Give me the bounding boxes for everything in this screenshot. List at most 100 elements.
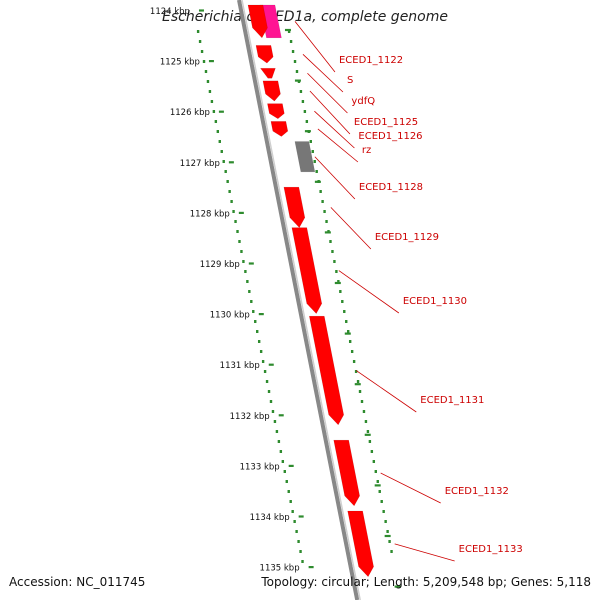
topology-text: Topology: circular; Length: 5,209,548 bp… — [261, 575, 591, 589]
scale-dot — [259, 350, 263, 353]
outer-scale-dot — [358, 390, 362, 393]
gene-label-leader — [314, 110, 355, 149]
gene-arrow[interactable] — [283, 186, 306, 228]
scale-tick-label: 1129 kbp — [200, 260, 240, 270]
outer-scale-dot — [350, 350, 354, 353]
gene-label: rz — [362, 145, 371, 156]
gene-label-leader — [338, 270, 400, 314]
gene-label: ECED1_1128 — [359, 182, 423, 193]
outer-scale-dot — [347, 330, 350, 333]
scale-dot — [210, 100, 214, 103]
scale-dot — [254, 320, 257, 323]
outer-scale-dot — [374, 470, 377, 473]
gene-arrow[interactable] — [333, 439, 360, 507]
scale-tick-label: 1131 kbp — [220, 361, 260, 371]
outer-scale-dot — [384, 520, 387, 523]
gene-arrow[interactable] — [270, 121, 289, 137]
scale-dot — [224, 170, 227, 173]
gene-arrow[interactable] — [262, 80, 281, 102]
gene-label-leader — [307, 72, 348, 114]
outer-scale-dot — [366, 430, 370, 433]
scale-dot — [198, 40, 202, 43]
scale-dot — [244, 270, 247, 273]
scale-dot — [240, 250, 243, 253]
scale-dot — [222, 160, 225, 163]
gene-arrow[interactable] — [267, 103, 285, 120]
scale-dot — [252, 310, 255, 313]
scale-tick-label: 1125 kbp — [160, 58, 200, 68]
scale-dot — [293, 520, 296, 523]
scale-tick-label: 1132 kbp — [230, 412, 270, 422]
outer-scale-dot — [382, 510, 385, 513]
scale-tick-label: 1130 kbp — [210, 311, 250, 321]
outer-scale-dot — [293, 60, 297, 63]
gene-label: S — [347, 75, 353, 86]
scale-dot — [236, 230, 239, 233]
gene-label-leader — [294, 21, 336, 73]
backbone-line — [237, 0, 360, 600]
gene-label: ECED1_1131 — [420, 395, 484, 406]
outer-scale-dot — [311, 150, 314, 153]
scale-tick-label: 1128 kbp — [190, 209, 230, 219]
scale-dot — [234, 220, 237, 223]
gene-label-leader — [317, 128, 359, 163]
gene-label: ECED1_1129 — [375, 232, 439, 243]
outer-scale-dot — [370, 450, 374, 453]
scale-dot — [281, 460, 285, 463]
gene-arrow[interactable] — [347, 510, 374, 578]
outer-scale-dot — [303, 110, 307, 113]
scale-dot — [289, 500, 292, 503]
gene-arrow[interactable] — [255, 45, 274, 64]
gene-arrow[interactable] — [308, 315, 345, 426]
outer-scale-dot — [362, 410, 366, 413]
outer-scale-dot — [354, 370, 358, 373]
outer-scale-dot — [360, 400, 364, 403]
scale-tick-label: 1124 kbp — [150, 7, 190, 17]
gene-label-leader — [356, 370, 417, 413]
gene-label: ECED1_1122 — [339, 55, 403, 66]
outer-scale-dot — [291, 50, 295, 53]
scale-dot — [250, 300, 253, 303]
outer-scale-dot — [305, 120, 309, 123]
scale-dot — [202, 60, 206, 63]
scale-dot — [246, 280, 249, 283]
scale-dot — [206, 80, 210, 83]
scale-dot — [242, 260, 245, 263]
gene-label: ECED1_1132 — [445, 486, 509, 497]
outer-scale-dot — [356, 380, 360, 383]
genome-backbone — [237, 0, 361, 600]
gene-label: ECED1_1130 — [403, 296, 467, 307]
scale-dot — [269, 400, 273, 403]
scale-dot — [232, 210, 235, 213]
scale-track: 1124 kbp 1125 kbp 1126 kbp 1127 kbp 1128 kbp… — [150, 7, 401, 588]
outer-scale-dot — [299, 90, 303, 93]
scale-dot — [248, 290, 251, 293]
gene-arrow[interactable] — [259, 67, 276, 79]
outer-scale-dot — [315, 170, 318, 173]
outer-scale-dot — [341, 300, 344, 303]
gene-arrow[interactable] — [291, 227, 323, 315]
gene-label-leader — [309, 90, 351, 135]
outer-scale-dot — [343, 310, 346, 313]
scale-dot — [291, 510, 294, 513]
gene-label: ECED1_1126 — [358, 131, 422, 142]
gene-label: ECED1_1125 — [354, 117, 418, 128]
scale-dot — [265, 380, 269, 383]
outer-scale-dot — [348, 340, 352, 343]
gene-track[interactable] — [247, 4, 374, 578]
outer-scale-dot — [390, 550, 393, 553]
outer-scale-dot — [368, 440, 372, 443]
scale-dot — [287, 490, 290, 493]
outer-scale-dot — [313, 160, 316, 163]
scale-dot — [295, 530, 298, 533]
outer-scale-dot — [372, 460, 376, 463]
scale-dot — [256, 330, 259, 333]
scale-dot — [226, 180, 229, 183]
scale-dot — [200, 50, 204, 53]
gene-arrow[interactable] — [294, 141, 316, 173]
gene-arrow[interactable] — [247, 4, 268, 39]
scale-dot — [297, 540, 300, 543]
outer-scale-dot — [319, 190, 322, 193]
scale-dot — [216, 130, 220, 133]
